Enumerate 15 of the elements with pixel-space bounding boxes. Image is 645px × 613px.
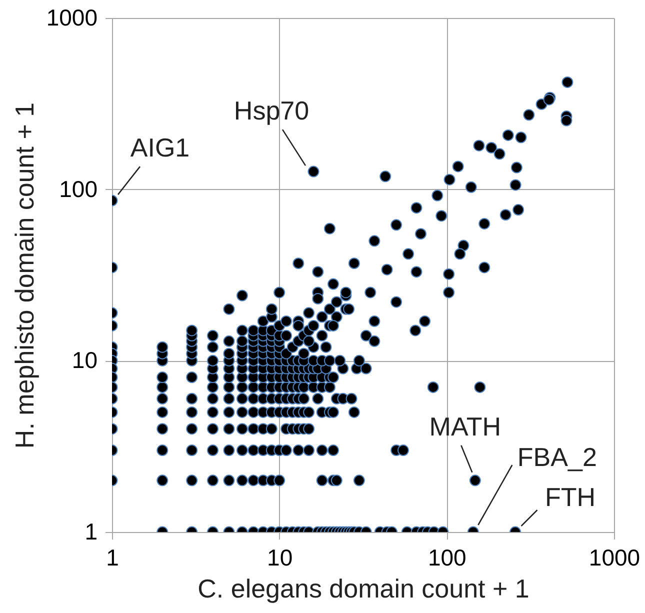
y-tick-label: 1000 bbox=[46, 4, 98, 30]
y-tick-label: 1 bbox=[84, 518, 98, 544]
annotation: AIG1 bbox=[130, 132, 190, 163]
y-axis-title: H. mephisto domain count + 1 bbox=[9, 102, 40, 449]
annotation: FBA_2 bbox=[517, 442, 597, 472]
annotation: MATH bbox=[429, 411, 502, 442]
x-axis-title: C. elegans domain count + 1 bbox=[198, 574, 530, 604]
x-tick-label: 10 bbox=[267, 544, 293, 570]
annotation: Hsp70 bbox=[234, 96, 310, 126]
x-tick-label: 1000 bbox=[588, 544, 640, 570]
y-tick-label: 10 bbox=[72, 347, 98, 374]
x-tick-label: 100 bbox=[428, 544, 466, 570]
y-tick-label: 100 bbox=[59, 176, 98, 202]
annotation: FTH bbox=[544, 482, 596, 512]
x-tick-label: 1 bbox=[106, 544, 119, 570]
